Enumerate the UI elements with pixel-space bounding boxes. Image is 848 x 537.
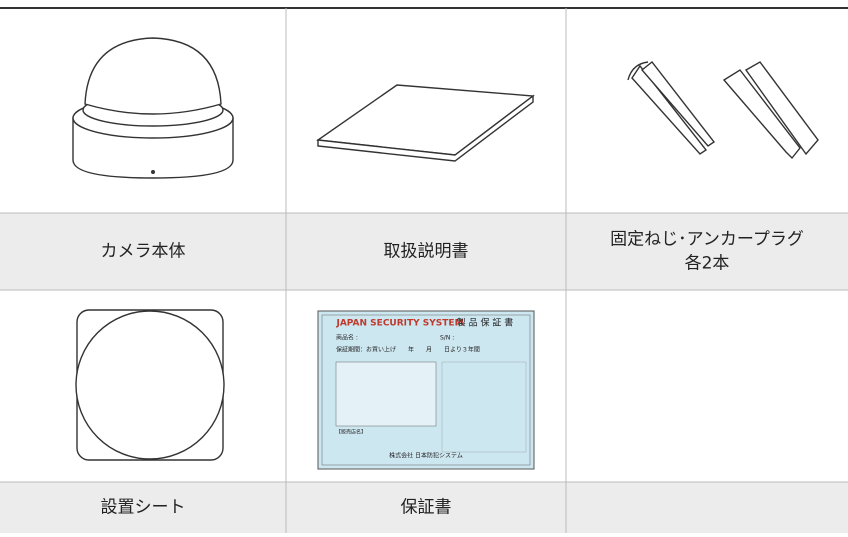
camera-image [72,37,234,179]
card-company: 株式会社 日本防犯システム [389,452,463,460]
screws-image [627,61,819,160]
item-label: 保証書 [401,498,452,518]
card-title: 製 品 保 証 書 [457,317,513,329]
card-period: 保証期間：お買い上げ 年 月 日より３年間 [336,346,480,354]
item-label: 各2本 [685,254,730,274]
sheet-image [75,309,225,461]
card-serial: S/N : [440,335,454,342]
item-label: カメラ本体 [101,242,186,262]
item-label: 取扱説明書 [384,242,469,262]
item-label: 設置シート [101,498,186,518]
manual-image [316,84,535,162]
card-product: 商品名 : [336,334,358,342]
card-seller: 【販売店名】 [336,429,366,436]
warranty-image: JAPAN SECURITY SYSTEM 製 品 保 証 書 商品名 : S/… [317,310,535,470]
item-label: 固定ねじ･アンカープラグ [610,230,804,250]
card-brand: JAPAN SECURITY SYSTEM [335,319,463,329]
label-row-bg [0,482,848,533]
label-row-bg [0,213,848,290]
